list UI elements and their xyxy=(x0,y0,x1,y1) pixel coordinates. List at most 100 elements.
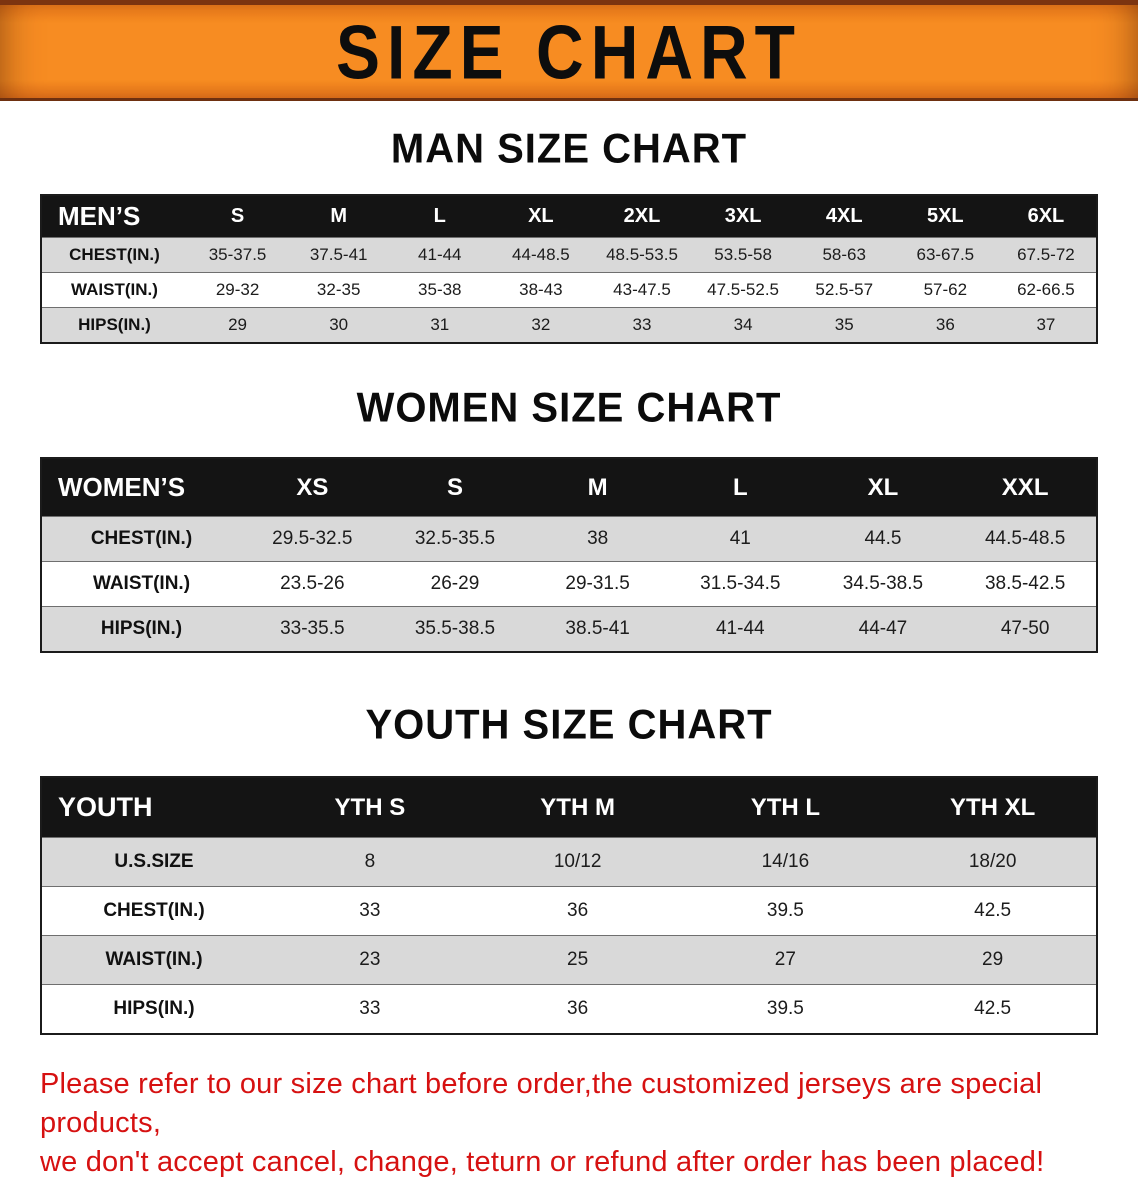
size-value-cell: 47.5-52.5 xyxy=(692,272,794,308)
size-value-cell: 25 xyxy=(473,935,682,985)
size-value-cell: 32.5-35.5 xyxy=(383,516,527,562)
size-value-cell: 37 xyxy=(995,307,1097,344)
size-value-cell: 44-48.5 xyxy=(490,237,592,273)
row-label-cell: U.S.SIZE xyxy=(41,837,266,887)
banner-title: SIZE CHART xyxy=(336,8,802,95)
charts-area: MAN SIZE CHART MEN’S S M L XL 2XL 3XL 4XL 5XL 6XL… xyxy=(0,125,1138,1035)
size-value-cell: 32 xyxy=(490,307,592,344)
size-value-cell: 36 xyxy=(894,307,996,344)
size-header-cell: 6XL xyxy=(995,195,1097,238)
size-value-cell: 58-63 xyxy=(793,237,895,273)
section-men: MAN SIZE CHART MEN’S S M L XL 2XL 3XL 4XL 5XL 6XL… xyxy=(0,125,1138,344)
men-section-heading: MAN SIZE CHART xyxy=(390,125,748,173)
size-value-cell: 35 xyxy=(793,307,895,344)
size-value-cell: 37.5-41 xyxy=(288,237,390,273)
size-header-cell: YTH XL xyxy=(889,777,1097,838)
row-label-cell: HIPS(IN.) xyxy=(41,606,241,653)
size-value-cell: 34 xyxy=(692,307,794,344)
size-value-cell: 38.5-42.5 xyxy=(954,561,1097,607)
size-header-cell: XS xyxy=(241,458,384,517)
size-header-cell: XL xyxy=(811,458,955,517)
size-value-cell: 38-43 xyxy=(490,272,592,308)
size-header-cell: 4XL xyxy=(793,195,895,238)
size-header-cell: L xyxy=(668,458,812,517)
row-label-cell: WAIST(IN.) xyxy=(41,561,241,607)
size-value-cell: 36 xyxy=(473,984,682,1035)
table-row: CHEST(IN.) 33 36 39.5 42.5 xyxy=(41,886,1097,936)
size-value-cell: 26-29 xyxy=(383,561,527,607)
table-row: HIPS(IN.) 29 30 31 32 33 34 35 36 37 xyxy=(41,307,1097,344)
size-header-cell: 5XL xyxy=(894,195,996,238)
size-value-cell: 53.5-58 xyxy=(692,237,794,273)
women-section-heading: WOMEN SIZE CHART xyxy=(356,384,782,432)
size-value-cell: 29-32 xyxy=(187,272,289,308)
row-label-cell: HIPS(IN.) xyxy=(41,984,266,1035)
table-row: HIPS(IN.) 33 36 39.5 42.5 xyxy=(41,984,1097,1035)
row-label-cell: CHEST(IN.) xyxy=(41,516,241,562)
size-value-cell: 48.5-53.5 xyxy=(591,237,693,273)
table-row: WAIST(IN.) 23.5-26 26-29 29-31.5 31.5-34.5 34… xyxy=(41,561,1097,607)
size-header-cell: XXL xyxy=(954,458,1097,517)
men-size-table: MEN’S S M L XL 2XL 3XL 4XL 5XL 6XL CHEST(IN.) 35-37… xyxy=(40,194,1098,344)
youth-section-heading: YOUTH SIZE CHART xyxy=(365,701,773,749)
table-row: WAIST(IN.) 29-32 32-35 35-38 38-43 43-47.5 47.… xyxy=(41,272,1097,308)
size-value-cell: 67.5-72 xyxy=(995,237,1097,273)
size-value-cell: 8 xyxy=(266,837,474,887)
size-value-cell: 29.5-32.5 xyxy=(241,516,384,562)
table-title-cell: YOUTH xyxy=(41,777,266,838)
size-value-cell: 57-62 xyxy=(894,272,996,308)
table-row: WAIST(IN.) 23 25 27 29 xyxy=(41,935,1097,985)
size-value-cell: 38.5-41 xyxy=(526,606,669,653)
size-header-cell: XL xyxy=(490,195,592,238)
table-row: U.S.SIZE 8 10/12 14/16 18/20 xyxy=(41,837,1097,887)
size-value-cell: 41-44 xyxy=(389,237,491,273)
size-value-cell: 14/16 xyxy=(681,837,890,887)
size-value-cell: 29-31.5 xyxy=(526,561,669,607)
size-value-cell: 44.5 xyxy=(811,516,955,562)
size-value-cell: 31 xyxy=(389,307,491,344)
row-label-cell: WAIST(IN.) xyxy=(41,272,187,308)
size-value-cell: 42.5 xyxy=(889,984,1097,1035)
disclaimer-line-2: we don't accept cancel, change, teturn o… xyxy=(40,1146,1045,1179)
size-value-cell: 35.5-38.5 xyxy=(383,606,527,653)
size-header-cell: M xyxy=(288,195,390,238)
size-header-cell: M xyxy=(526,458,669,517)
size-value-cell: 35-37.5 xyxy=(187,237,289,273)
size-value-cell: 41 xyxy=(668,516,812,562)
size-header-cell: 3XL xyxy=(692,195,794,238)
size-header-cell: S xyxy=(187,195,289,238)
size-value-cell: 41-44 xyxy=(668,606,812,653)
size-value-cell: 23 xyxy=(266,935,474,985)
size-value-cell: 32-35 xyxy=(288,272,390,308)
size-value-cell: 44-47 xyxy=(811,606,955,653)
size-value-cell: 18/20 xyxy=(889,837,1097,887)
section-women: WOMEN SIZE CHART WOMEN’S XS S M L XL XXL CHEST(… xyxy=(0,384,1138,653)
size-header-cell: S xyxy=(383,458,527,517)
row-label-cell: CHEST(IN.) xyxy=(41,886,266,936)
size-value-cell: 33-35.5 xyxy=(241,606,384,653)
size-value-cell: 33 xyxy=(266,886,474,936)
table-header-row: WOMEN’S XS S M L XL XXL xyxy=(41,458,1097,517)
size-header-cell: YTH S xyxy=(266,777,474,838)
youth-size-table: YOUTH YTH S YTH M YTH L YTH XL U.S.SIZE 8 10/12… xyxy=(40,776,1098,1035)
table-title-cell: WOMEN’S xyxy=(41,458,241,517)
size-value-cell: 47-50 xyxy=(954,606,1097,653)
size-value-cell: 42.5 xyxy=(889,886,1097,936)
size-value-cell: 36 xyxy=(473,886,682,936)
table-title-cell: MEN’S xyxy=(41,195,187,238)
size-value-cell: 29 xyxy=(889,935,1097,985)
size-value-cell: 10/12 xyxy=(473,837,682,887)
size-value-cell: 39.5 xyxy=(681,886,890,936)
size-value-cell: 29 xyxy=(187,307,289,344)
size-value-cell: 38 xyxy=(526,516,669,562)
disclaimer: Please refer to our size chart before or… xyxy=(40,1065,1114,1182)
row-label-cell: WAIST(IN.) xyxy=(41,935,266,985)
row-label-cell: CHEST(IN.) xyxy=(41,237,187,273)
size-value-cell: 23.5-26 xyxy=(241,561,384,607)
size-value-cell: 27 xyxy=(681,935,890,985)
size-header-cell: YTH L xyxy=(681,777,890,838)
table-row: HIPS(IN.) 33-35.5 35.5-38.5 38.5-41 41-44 44-… xyxy=(41,606,1097,653)
size-value-cell: 30 xyxy=(288,307,390,344)
row-label-cell: HIPS(IN.) xyxy=(41,307,187,344)
